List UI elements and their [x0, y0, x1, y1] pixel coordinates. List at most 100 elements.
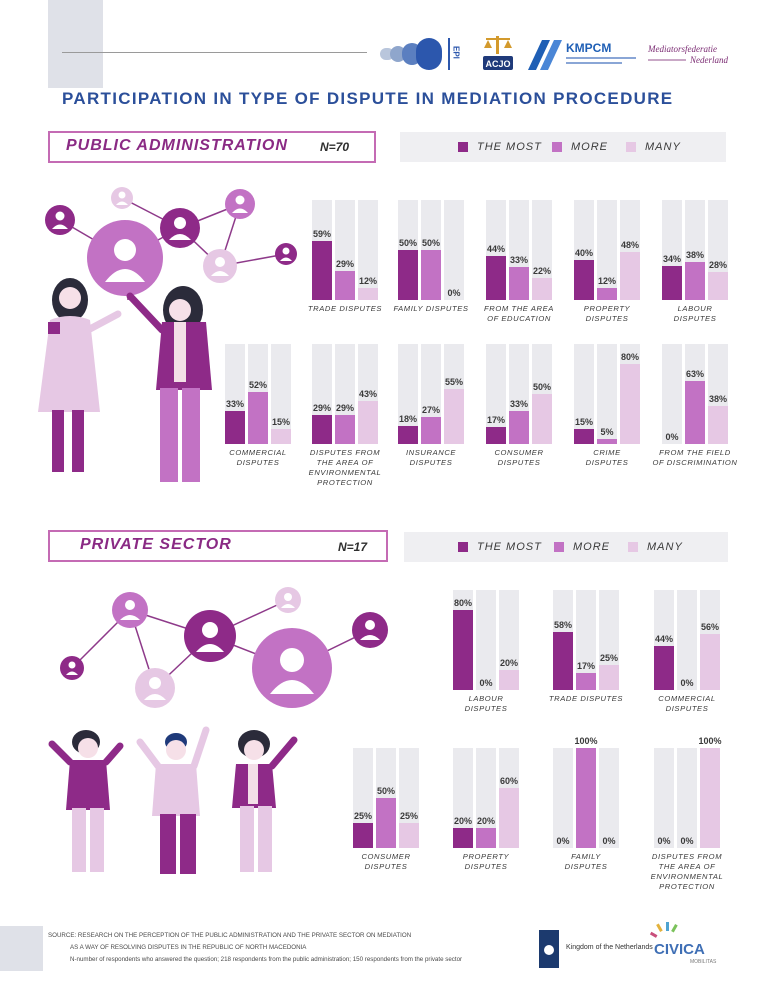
category-label: PROTECTION	[659, 882, 715, 891]
legend-label-more-private: MORE	[573, 541, 610, 553]
category-label: LABOUR	[678, 304, 713, 313]
footer-decoration	[0, 926, 43, 971]
bar-value-label: 33%	[226, 399, 244, 409]
bar	[662, 266, 682, 300]
legend-label-the-most-private: THE MOST	[477, 541, 542, 553]
bar-value-label: 38%	[709, 394, 727, 404]
bar-value-label: 80%	[454, 598, 472, 608]
bar-track	[677, 748, 697, 848]
bar-track	[486, 344, 506, 444]
bar	[499, 788, 519, 848]
bar-value-label: 50%	[422, 238, 440, 248]
bar-value-label: 18%	[399, 414, 417, 424]
partner-logos: EPI ACJO KMPCM Mediatorsfederatie Nederl…	[378, 30, 730, 80]
category-label: DISPUTES	[498, 458, 541, 467]
mediatorsfederatie-logo: Mediatorsfederatie Nederland	[647, 44, 728, 65]
dispute-group: 50% 50% 0% FAMILY DISPUTES	[393, 200, 468, 313]
bar-value-label: 0%	[556, 836, 569, 846]
bar-track	[553, 748, 573, 848]
legend-label-more: MORE	[571, 141, 608, 153]
private-section-box	[48, 530, 388, 562]
bar-value-label: 63%	[686, 369, 704, 379]
bar	[335, 415, 355, 444]
netherlands-text: Kingdom of the Netherlands	[566, 944, 653, 951]
bar	[597, 439, 617, 444]
civica-logo: CIVICA MOBILITAS	[649, 922, 717, 965]
mediators-logo-line1: Mediatorsfederatie	[647, 44, 717, 54]
legend-swatch-more-private	[554, 542, 564, 552]
bar-track	[597, 344, 617, 444]
bar	[358, 401, 378, 444]
category-label: DISPUTES	[586, 314, 629, 323]
bar-value-label: 0%	[657, 836, 670, 846]
bar	[553, 632, 573, 690]
bar-value-label: 48%	[621, 240, 639, 250]
bar-value-label: 15%	[575, 417, 593, 427]
legend-swatch-more	[552, 142, 562, 152]
mediators-logo-line2: Nederland	[689, 55, 728, 65]
bar	[576, 673, 596, 690]
bar-track	[444, 200, 464, 300]
category-label: FROM THE FIELD	[659, 448, 731, 457]
legend-more: MORE	[552, 141, 608, 153]
category-label: DISPUTES	[237, 458, 280, 467]
category-label: COMMERCIAL	[229, 448, 286, 457]
category-label: DISPUTES	[565, 862, 608, 871]
bar-value-label: 43%	[359, 389, 377, 399]
bar-value-label: 60%	[500, 776, 518, 786]
public-legend: THE MOST MORE MANY	[400, 132, 726, 162]
bar-track	[574, 344, 594, 444]
legend-many-private: MANY	[628, 541, 683, 553]
bar	[597, 288, 617, 300]
bar-track	[499, 590, 519, 690]
bar-value-label: 0%	[680, 836, 693, 846]
bar	[312, 415, 332, 444]
bar-value-label: 17%	[577, 661, 595, 671]
bar-value-label: 100%	[574, 736, 597, 746]
bar-track	[532, 200, 552, 300]
footer-source-line1: SOURCE: RESEARCH ON THE PERCEPTION OF TH…	[48, 932, 412, 939]
category-label: CONSUMER	[494, 448, 543, 457]
acjo-logo-text: ACJO	[485, 59, 510, 69]
epi-logo: EPI	[380, 38, 461, 70]
category-label: THE AREA OF	[317, 458, 374, 467]
category-label: PROTECTION	[317, 478, 373, 487]
bar-track	[599, 748, 619, 848]
category-label: OF DISCRIMINATION	[652, 458, 737, 467]
category-label: DISPUTES FROM	[310, 448, 380, 457]
bar-track	[271, 344, 291, 444]
category-label: FAMILY DISPUTES	[393, 304, 468, 313]
bar-value-label: 5%	[600, 427, 613, 437]
bar	[532, 394, 552, 444]
category-label: CRIME	[593, 448, 621, 457]
category-label: DISPUTES	[666, 704, 709, 713]
category-label: DISPUTES	[674, 314, 717, 323]
category-label: COMMERCIAL	[658, 694, 715, 703]
civica-logo-sub: MOBILITAS	[690, 959, 717, 965]
bar-value-label: 12%	[359, 276, 377, 286]
private-network-illustration	[48, 587, 388, 874]
category-label: PROPERTY	[463, 852, 510, 861]
bar-value-label: 33%	[510, 255, 528, 265]
bar-value-label: 20%	[477, 816, 495, 826]
legend-swatch-the-most-private	[458, 542, 468, 552]
bar	[335, 271, 355, 300]
bar-value-label: 28%	[709, 260, 727, 270]
bar	[685, 381, 705, 444]
bar	[476, 828, 496, 848]
page-title: PARTICIPATION IN TYPE OF DISPUTE IN MEDI…	[62, 89, 674, 108]
bar-value-label: 12%	[598, 276, 616, 286]
category-label: DISPUTES	[465, 704, 508, 713]
bar-track	[677, 590, 697, 690]
bar-track	[476, 590, 496, 690]
bar-value-label: 0%	[680, 678, 693, 688]
bar-track	[453, 748, 473, 848]
bar-value-label: 34%	[663, 254, 681, 264]
